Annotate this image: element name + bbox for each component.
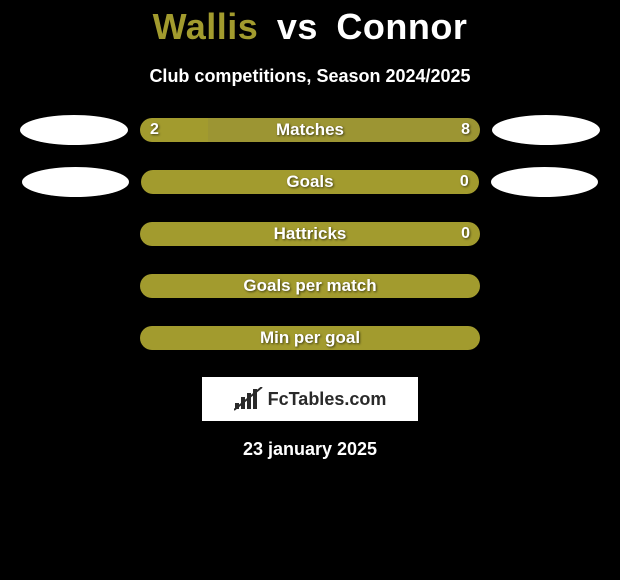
stat-rows: Matches28Goals0Hattricks0Goals per match… bbox=[0, 115, 620, 353]
stat-value-left: 2 bbox=[150, 118, 159, 142]
site-logo[interactable]: FcTables.com bbox=[202, 377, 418, 421]
stat-row: Goals per match bbox=[0, 271, 620, 301]
stat-row: Matches2 8 bbox=[0, 115, 620, 145]
comparison-card: Wallis vs Connor Club competitions, Seas… bbox=[0, 0, 620, 580]
stat-bar: Goals0 bbox=[141, 170, 479, 194]
stat-row: Goals0 bbox=[0, 167, 620, 197]
page-title: Wallis vs Connor bbox=[0, 0, 620, 48]
title-player1: Wallis bbox=[153, 6, 259, 47]
stat-label: Goals per match bbox=[140, 274, 480, 298]
player-badge-right bbox=[491, 167, 598, 197]
spacer bbox=[492, 271, 600, 301]
stat-bar: Goals per match bbox=[140, 274, 480, 298]
stat-bar: Matches2 8 bbox=[140, 118, 480, 142]
player-badge-right bbox=[492, 115, 600, 145]
player-badge-left bbox=[20, 115, 128, 145]
title-player2: Connor bbox=[336, 6, 467, 47]
stat-label: Matches bbox=[140, 118, 480, 142]
bar-chart-icon bbox=[234, 387, 264, 411]
date-text: 23 january 2025 bbox=[0, 439, 620, 460]
stat-bar: Min per goal bbox=[140, 326, 480, 350]
logo-text: FcTables.com bbox=[268, 389, 387, 410]
stat-label: Goals bbox=[141, 170, 479, 194]
stat-row: Hattricks0 bbox=[0, 219, 620, 249]
spacer bbox=[492, 219, 600, 249]
spacer bbox=[20, 323, 128, 353]
spacer bbox=[20, 271, 128, 301]
stat-value-right: 0 bbox=[461, 222, 470, 246]
spacer bbox=[492, 323, 600, 353]
stat-row: Min per goal bbox=[0, 323, 620, 353]
spacer bbox=[20, 219, 128, 249]
stat-label: Min per goal bbox=[140, 326, 480, 350]
stat-label: Hattricks bbox=[140, 222, 480, 246]
stat-value-right: 0 bbox=[460, 170, 469, 194]
subtitle: Club competitions, Season 2024/2025 bbox=[0, 66, 620, 87]
stat-bar: Hattricks0 bbox=[140, 222, 480, 246]
player-badge-left bbox=[22, 167, 129, 197]
stat-value-right: 8 bbox=[461, 118, 470, 142]
title-vs: vs bbox=[277, 6, 318, 47]
